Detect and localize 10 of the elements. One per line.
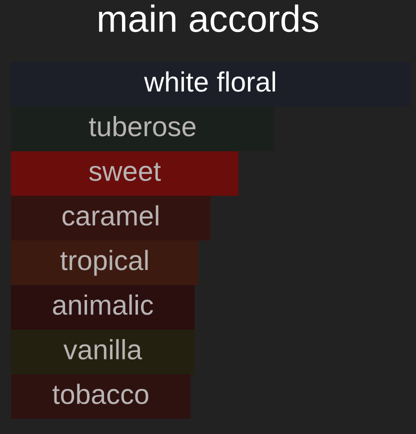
chart-title: main accords — [98, 4, 318, 32]
y-tick-label: caramel — [62, 205, 158, 226]
y-tick-label: sweet — [89, 162, 161, 182]
y-tick-label: vanilla — [63, 339, 142, 360]
bar — [11, 285, 195, 330]
y-tick-label: tuberose — [89, 116, 196, 136]
y-tick-label: tobacco — [52, 384, 148, 404]
y-tick-label: white floral — [144, 71, 276, 92]
y-tick-label: animalic — [53, 294, 153, 315]
y-tick-label: tropical — [60, 250, 148, 276]
